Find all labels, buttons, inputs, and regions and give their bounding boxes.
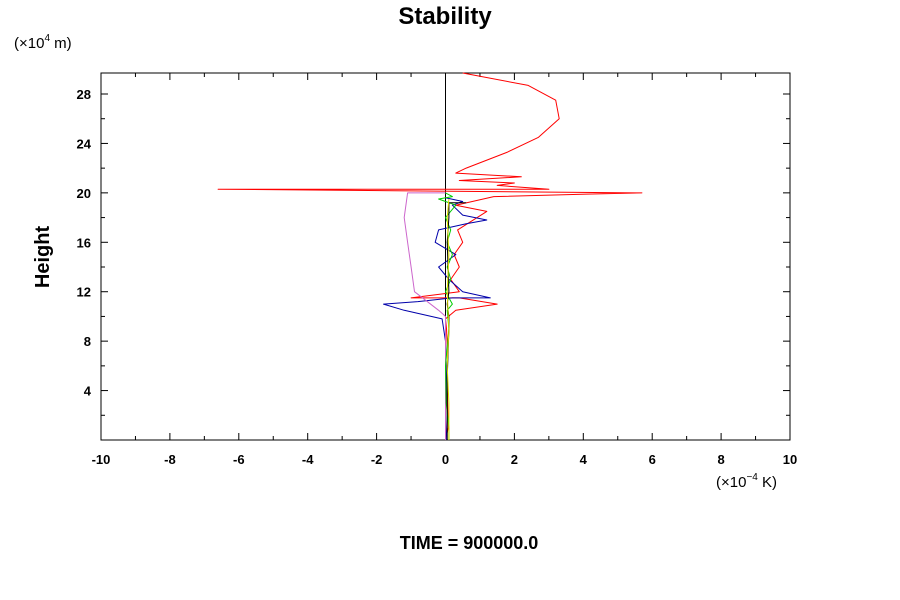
x-unit-exponent: −4 <box>746 472 758 483</box>
y-tick-label: 24 <box>77 136 92 151</box>
series-line-1 <box>217 72 643 441</box>
x-tick-label: 10 <box>783 452 797 467</box>
x-tick-label: 4 <box>580 452 588 467</box>
series-line-4 <box>438 192 457 440</box>
x-tick-label: -2 <box>371 452 383 467</box>
series-line-3 <box>403 192 446 440</box>
y-unit-exponent: 4 <box>44 33 50 44</box>
x-unit-prefix: (×10 <box>716 474 746 491</box>
series-line-2 <box>383 197 491 441</box>
y-tick-label: 16 <box>77 235 91 250</box>
x-tick-label: 0 <box>442 452 449 467</box>
x-tick-label: 6 <box>649 452 656 467</box>
y-unit-suffix: m) <box>50 35 72 52</box>
x-tick-label: 8 <box>717 452 724 467</box>
y-tick-label: 8 <box>84 334 91 349</box>
x-unit-suffix: K) <box>758 474 777 491</box>
y-axis-unit: (×104 m) <box>14 33 72 52</box>
y-unit-prefix: (×10 <box>14 35 44 52</box>
time-footer: TIME = 900000.0 <box>400 533 539 553</box>
chart-title: Stability <box>398 3 492 30</box>
x-axis-unit: (×10−4 K) <box>716 472 777 491</box>
y-tick-label: 28 <box>77 87 91 102</box>
series-line-6 <box>446 198 450 440</box>
x-tick-label: 2 <box>511 452 518 467</box>
y-tick-label: 12 <box>77 285 91 300</box>
series-line-5 <box>446 202 467 440</box>
x-tick-label: -4 <box>302 452 314 467</box>
x-tick-label: -10 <box>92 452 111 467</box>
y-axis-label: Height <box>32 226 54 289</box>
y-tick-label: 20 <box>77 186 91 201</box>
y-tick-label: 4 <box>84 384 92 399</box>
x-tick-label: -6 <box>233 452 245 467</box>
x-tick-label: -8 <box>164 452 176 467</box>
